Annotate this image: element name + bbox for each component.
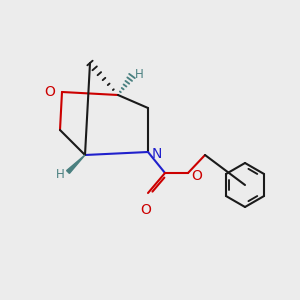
Polygon shape [67, 155, 85, 173]
Text: O: O [141, 203, 152, 217]
Text: H: H [135, 68, 144, 80]
Text: O: O [44, 85, 55, 99]
Text: H: H [56, 167, 65, 181]
Text: N: N [152, 147, 162, 161]
Text: O: O [191, 169, 202, 183]
